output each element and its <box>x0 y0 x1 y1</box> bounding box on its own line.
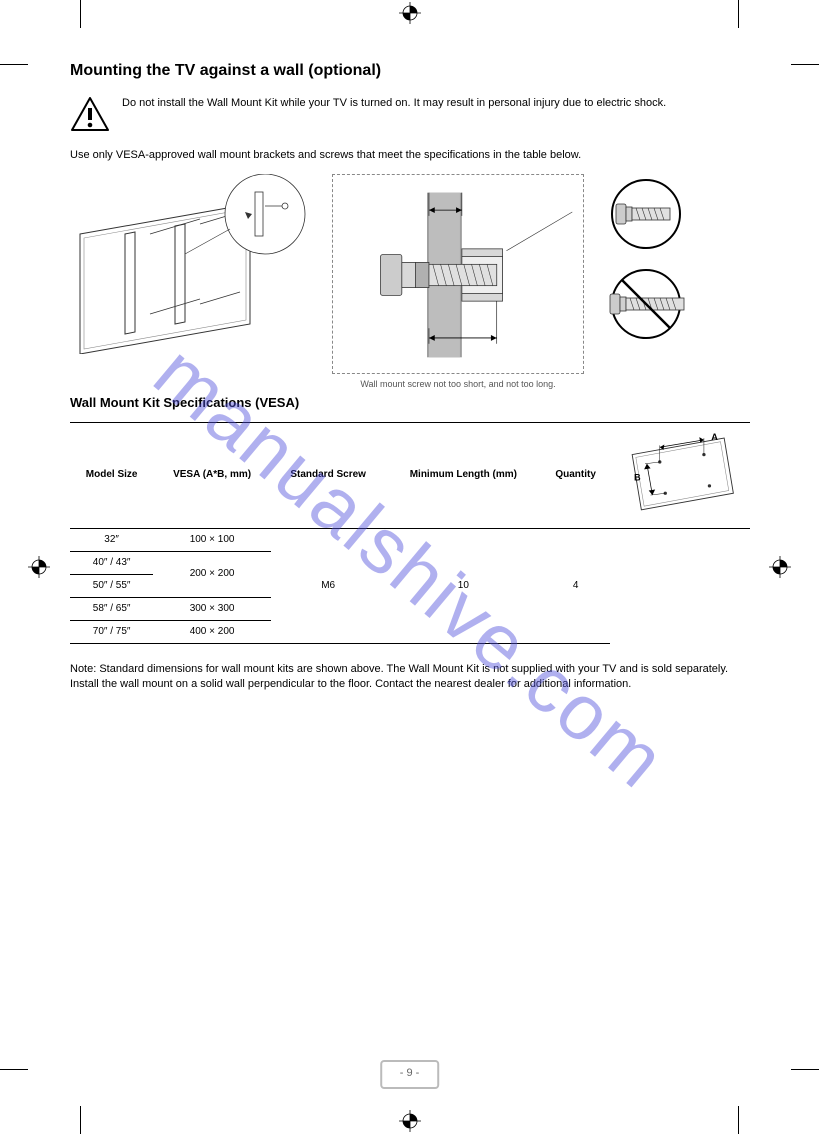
col-vesa: VESA (A*B, mm) <box>153 422 271 528</box>
crop-mark <box>791 1069 819 1070</box>
registration-mark-icon <box>399 1110 421 1132</box>
figure-row: Wall mount screw not too short, and not … <box>70 174 750 374</box>
col-length: Minimum Length (mm) <box>385 422 541 528</box>
crop-mark <box>738 1106 739 1134</box>
figure-tv-brackets <box>70 174 320 354</box>
warning-text: Do not install the Wall Mount Kit while … <box>122 96 750 111</box>
cell: 200 × 200 <box>153 551 271 597</box>
cell: 50″ / 55″ <box>70 574 153 597</box>
crop-mark <box>0 1069 28 1070</box>
warning-row: Do not install the Wall Mount Kit while … <box>70 96 750 132</box>
figure-screw-ok-no <box>596 174 696 374</box>
cell: 100 × 100 <box>153 528 271 551</box>
col-qty: Quantity <box>541 422 610 528</box>
label-a: A <box>711 432 718 442</box>
cell: 58″ / 65″ <box>70 597 153 620</box>
cell: 300 × 300 <box>153 597 271 620</box>
paragraph-note: Note: Standard dimensions for wall mount… <box>70 662 750 693</box>
figure-caption: Wall mount screw not too short, and not … <box>333 378 583 391</box>
col-model: Model Size <box>70 422 153 528</box>
col-screw: Standard Screw <box>271 422 386 528</box>
cell: 400 × 200 <box>153 620 271 643</box>
spec-table: Model Size VESA (A*B, mm) Standard Screw… <box>70 422 750 644</box>
cell: 10 <box>385 528 541 643</box>
page-heading: Mounting the TV against a wall (optional… <box>70 60 750 82</box>
cell: 32″ <box>70 528 153 551</box>
paragraph-vesa: Use only VESA-approved wall mount bracke… <box>70 148 750 163</box>
cell: 70″ / 75″ <box>70 620 153 643</box>
warning-icon <box>70 96 110 132</box>
registration-mark-icon <box>28 556 50 578</box>
registration-mark-icon <box>769 556 791 578</box>
page-content: Mounting the TV against a wall (optional… <box>70 60 750 1080</box>
page-number: - 9 - <box>380 1060 440 1089</box>
subheading-spec: Wall Mount Kit Specifications (VESA) <box>70 394 750 412</box>
cell: M6 <box>271 528 386 643</box>
cell: 4 <box>541 528 610 643</box>
cell: 40″ / 43″ <box>70 551 153 574</box>
figure-screw-section: Wall mount screw not too short, and not … <box>332 174 584 374</box>
table-row: 32″ 100 × 100 M6 10 4 <box>70 528 750 551</box>
vesa-diagram-icon: A B <box>615 427 745 519</box>
registration-mark-icon <box>399 2 421 24</box>
crop-mark <box>80 1106 81 1134</box>
crop-mark <box>0 64 28 65</box>
crop-mark <box>791 64 819 65</box>
table-header-row: Model Size VESA (A*B, mm) Standard Screw… <box>70 422 750 528</box>
crop-mark <box>80 0 81 28</box>
label-b: B <box>634 472 641 482</box>
crop-mark <box>738 0 739 28</box>
